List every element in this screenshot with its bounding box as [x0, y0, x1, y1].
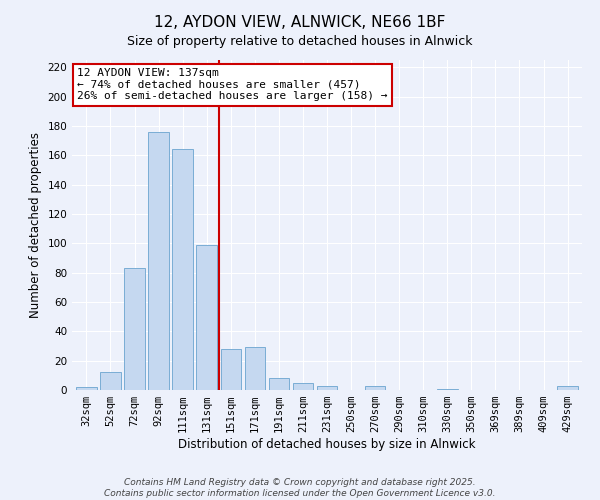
Text: 12, AYDON VIEW, ALNWICK, NE66 1BF: 12, AYDON VIEW, ALNWICK, NE66 1BF	[154, 15, 446, 30]
Bar	[76, 387, 97, 390]
Bar	[172, 150, 193, 390]
Bar	[196, 245, 217, 390]
Bar	[437, 388, 458, 390]
Bar	[221, 349, 241, 390]
Bar	[293, 382, 313, 390]
Bar	[124, 268, 145, 390]
Y-axis label: Number of detached properties: Number of detached properties	[29, 132, 42, 318]
Bar	[245, 348, 265, 390]
Bar	[269, 378, 289, 390]
Bar	[148, 132, 169, 390]
Bar	[557, 386, 578, 390]
Bar	[317, 386, 337, 390]
Bar	[100, 372, 121, 390]
Bar	[365, 386, 385, 390]
Text: Size of property relative to detached houses in Alnwick: Size of property relative to detached ho…	[127, 35, 473, 48]
Text: 12 AYDON VIEW: 137sqm
← 74% of detached houses are smaller (457)
26% of semi-det: 12 AYDON VIEW: 137sqm ← 74% of detached …	[77, 68, 388, 102]
X-axis label: Distribution of detached houses by size in Alnwick: Distribution of detached houses by size …	[178, 438, 476, 451]
Text: Contains HM Land Registry data © Crown copyright and database right 2025.
Contai: Contains HM Land Registry data © Crown c…	[104, 478, 496, 498]
